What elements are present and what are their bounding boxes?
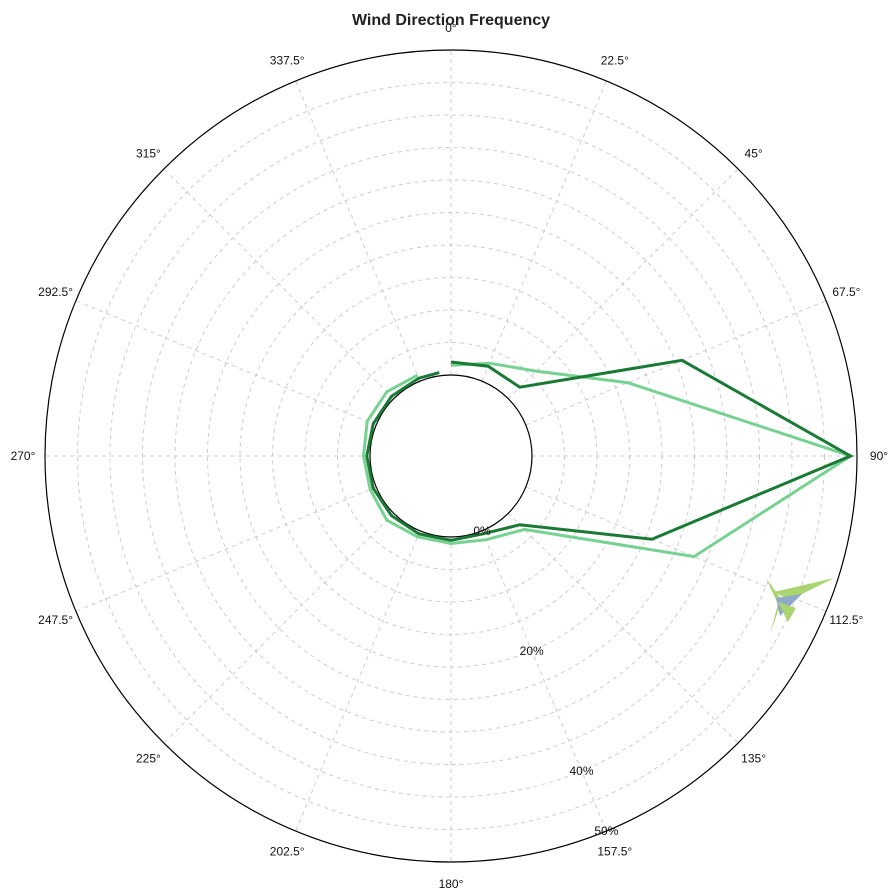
direction-label-5: 112.5° bbox=[829, 613, 863, 627]
grid-ring-15 bbox=[272, 277, 630, 635]
spoke-10 bbox=[163, 512, 395, 744]
grid-ring-40 bbox=[109, 114, 793, 798]
spoke-6 bbox=[507, 512, 739, 744]
direction-label-9: 202.5° bbox=[270, 844, 305, 858]
spoke-11 bbox=[75, 486, 377, 612]
chart-title: Wind Direction Frequency bbox=[352, 12, 550, 29]
grid-ring-30 bbox=[174, 179, 728, 733]
grid-layer bbox=[44, 49, 858, 863]
series-line-0 bbox=[365, 358, 854, 542]
series-line-1 bbox=[361, 361, 854, 559]
direction-label-1: 22.5° bbox=[601, 54, 629, 68]
direction-label-11: 247.5° bbox=[38, 613, 73, 627]
ring-label-2: 40% bbox=[569, 764, 593, 778]
grid-ring-45 bbox=[77, 82, 825, 830]
ring-label-3: 50% bbox=[594, 824, 618, 838]
grid-ring-20 bbox=[239, 244, 663, 668]
direction-label-2: 45° bbox=[745, 146, 763, 160]
logo-wing-top bbox=[774, 578, 834, 600]
grid-ring-35 bbox=[142, 147, 760, 765]
outer-ring bbox=[44, 49, 858, 863]
direction-label-14: 315° bbox=[136, 146, 161, 160]
wind-compass-logo bbox=[766, 578, 834, 634]
spoke-5 bbox=[525, 486, 827, 612]
grid-ring-25 bbox=[207, 212, 695, 700]
ring-label-0: 0% bbox=[473, 524, 491, 538]
label-layer: 0° 22.5° 45° 67.5° 90° 112.5° 135° 157.5° 180° 20… bbox=[11, 21, 888, 888]
direction-label-10: 225° bbox=[136, 752, 161, 766]
direction-label-13: 292.5° bbox=[38, 285, 73, 299]
inner-ring bbox=[369, 374, 533, 538]
direction-label-12: 270° bbox=[11, 449, 36, 463]
grid-ring-10 bbox=[304, 309, 598, 603]
logo-wing-low bbox=[778, 602, 796, 622]
spoke-7 bbox=[481, 530, 607, 832]
ring-label-1: 20% bbox=[520, 644, 544, 658]
direction-label-15: 337.5° bbox=[270, 54, 305, 68]
direction-label-3: 67.5° bbox=[832, 285, 860, 299]
spoke-9 bbox=[295, 530, 421, 832]
direction-label-7: 157.5° bbox=[597, 844, 632, 858]
direction-label-6: 135° bbox=[741, 752, 766, 766]
direction-label-8: 180° bbox=[439, 877, 464, 888]
series-layer bbox=[361, 358, 854, 559]
direction-label-0: 0° bbox=[445, 21, 457, 35]
grid-ring-5 bbox=[337, 342, 565, 570]
direction-label-4: 90° bbox=[870, 449, 888, 463]
spoke-13 bbox=[75, 300, 377, 426]
